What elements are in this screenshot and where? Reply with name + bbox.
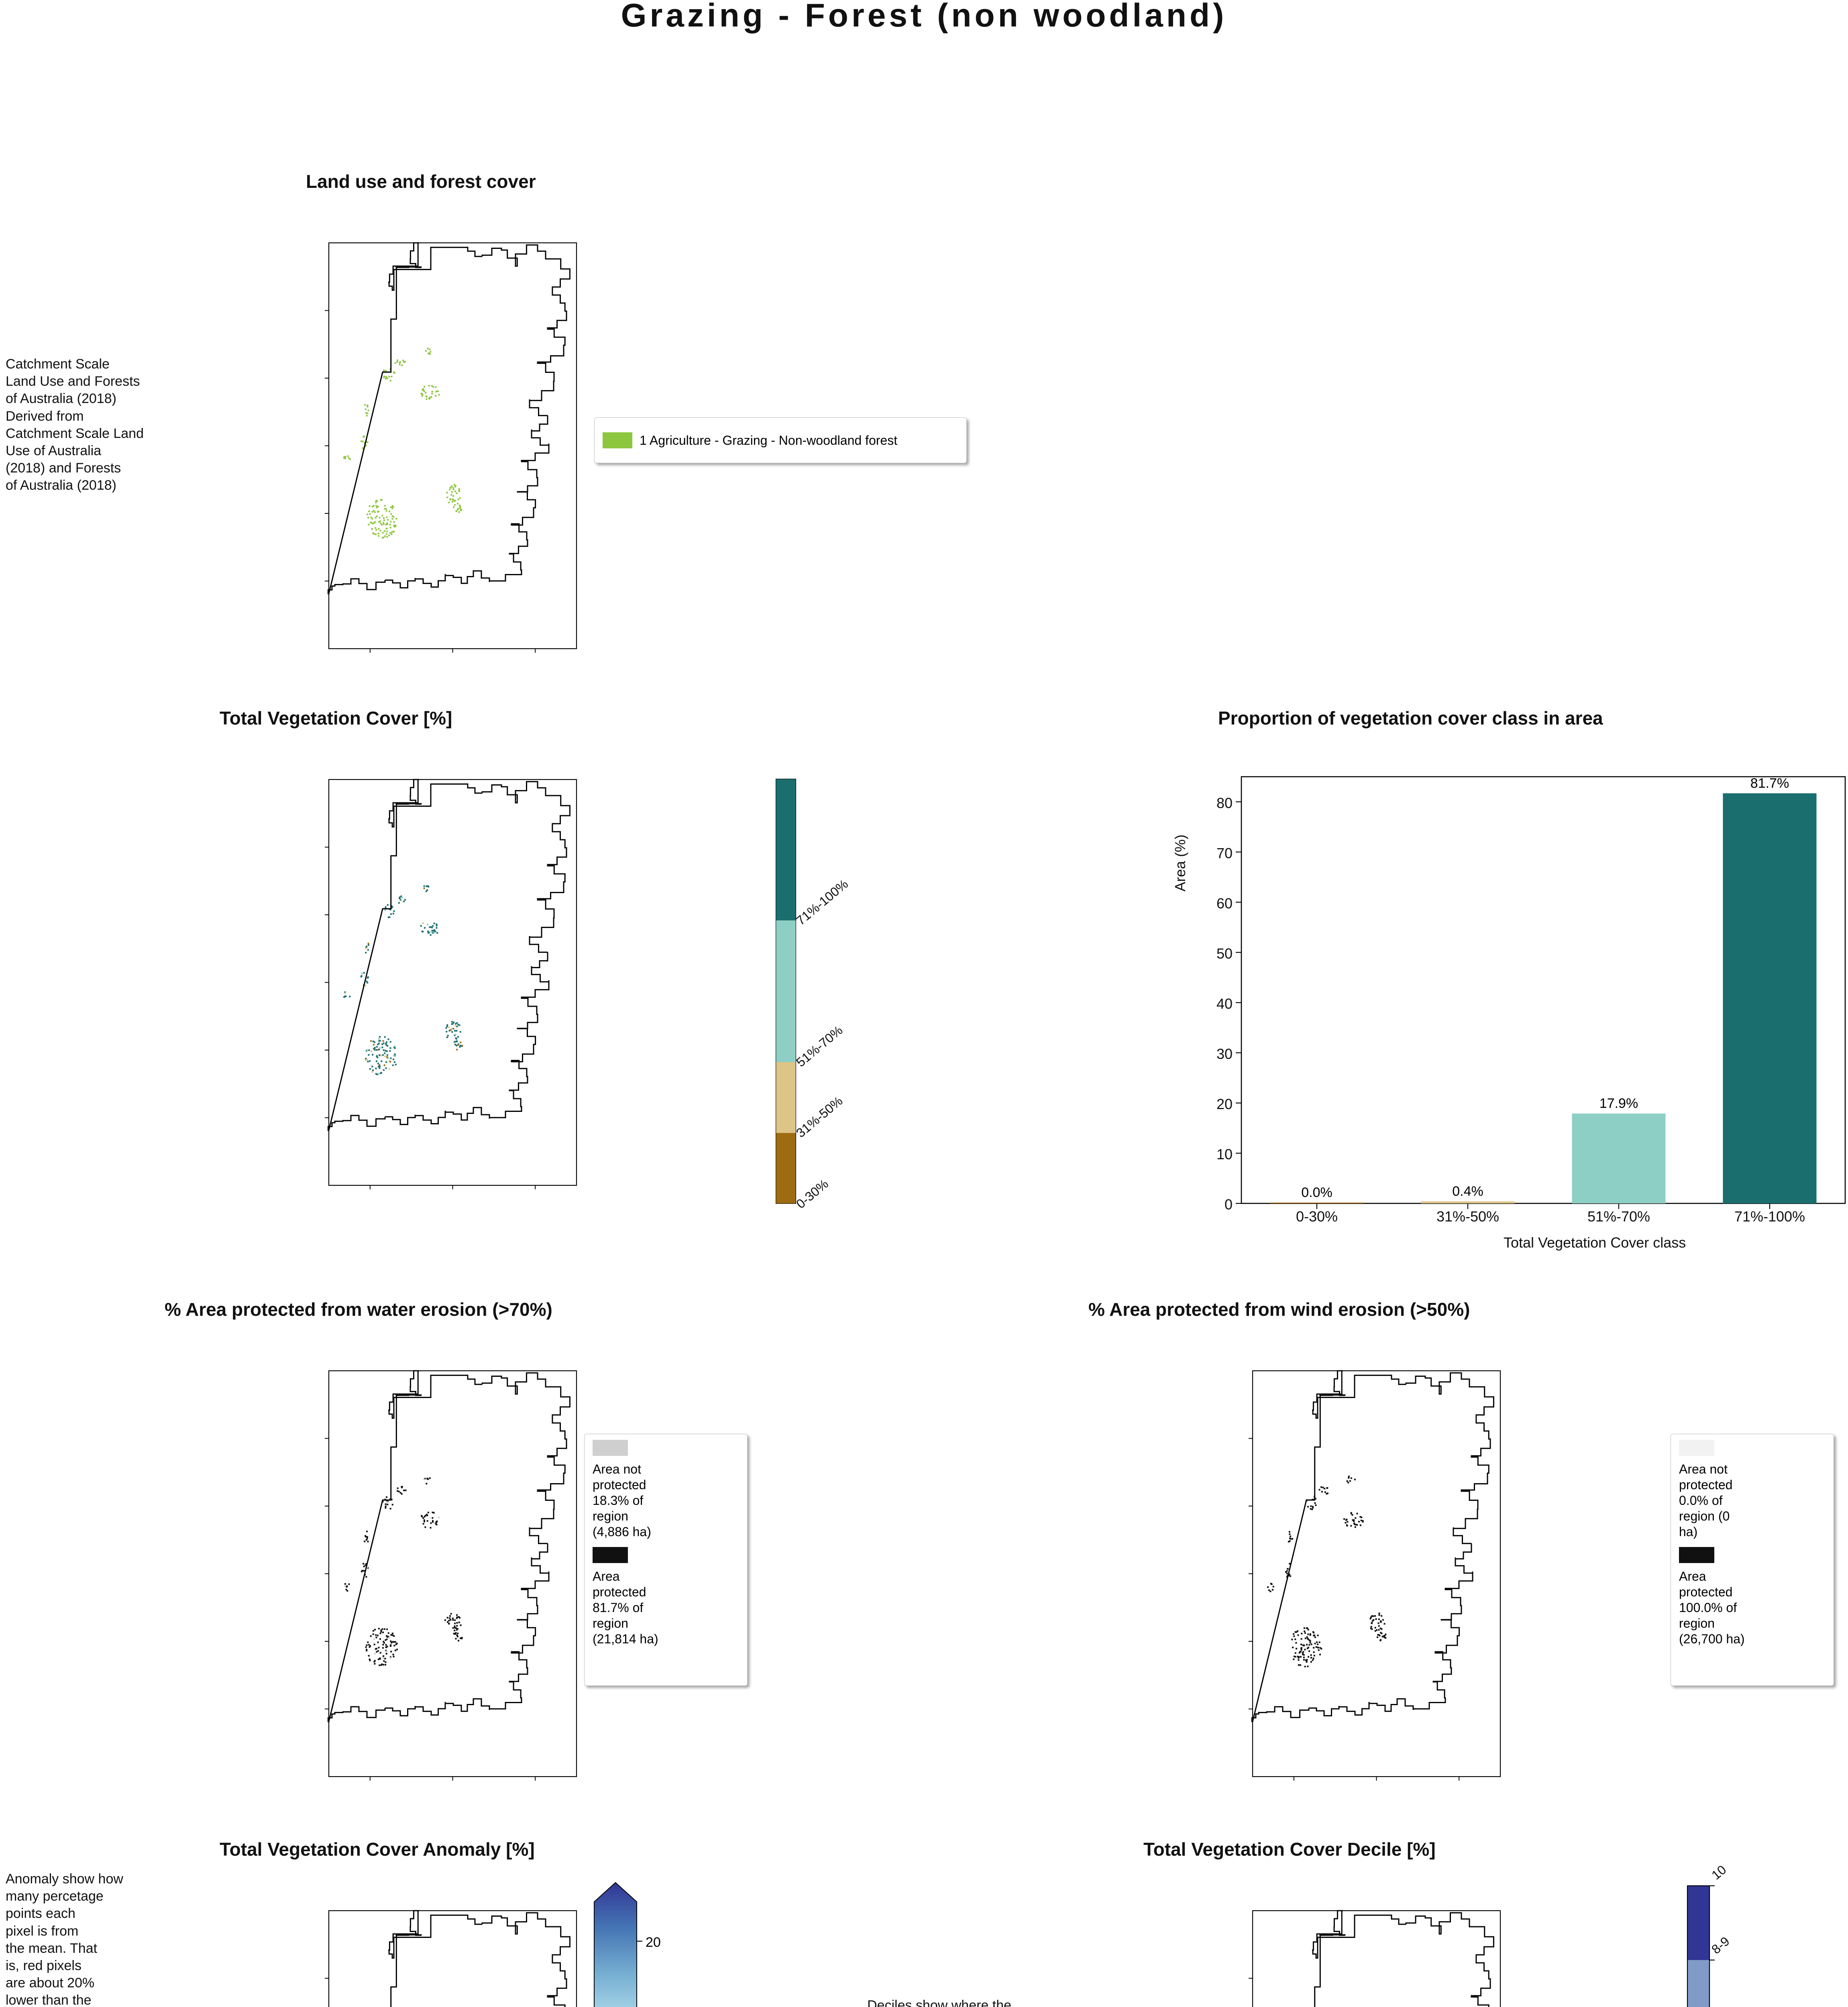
svg-text:81.7%: 81.7% (1750, 776, 1789, 791)
svg-text:0.4%: 0.4% (1452, 1184, 1483, 1199)
svg-text:17.9%: 17.9% (1599, 1096, 1638, 1111)
svg-text:0.0%: 0.0% (1301, 1185, 1333, 1200)
svg-text:20: 20 (646, 1935, 661, 1950)
